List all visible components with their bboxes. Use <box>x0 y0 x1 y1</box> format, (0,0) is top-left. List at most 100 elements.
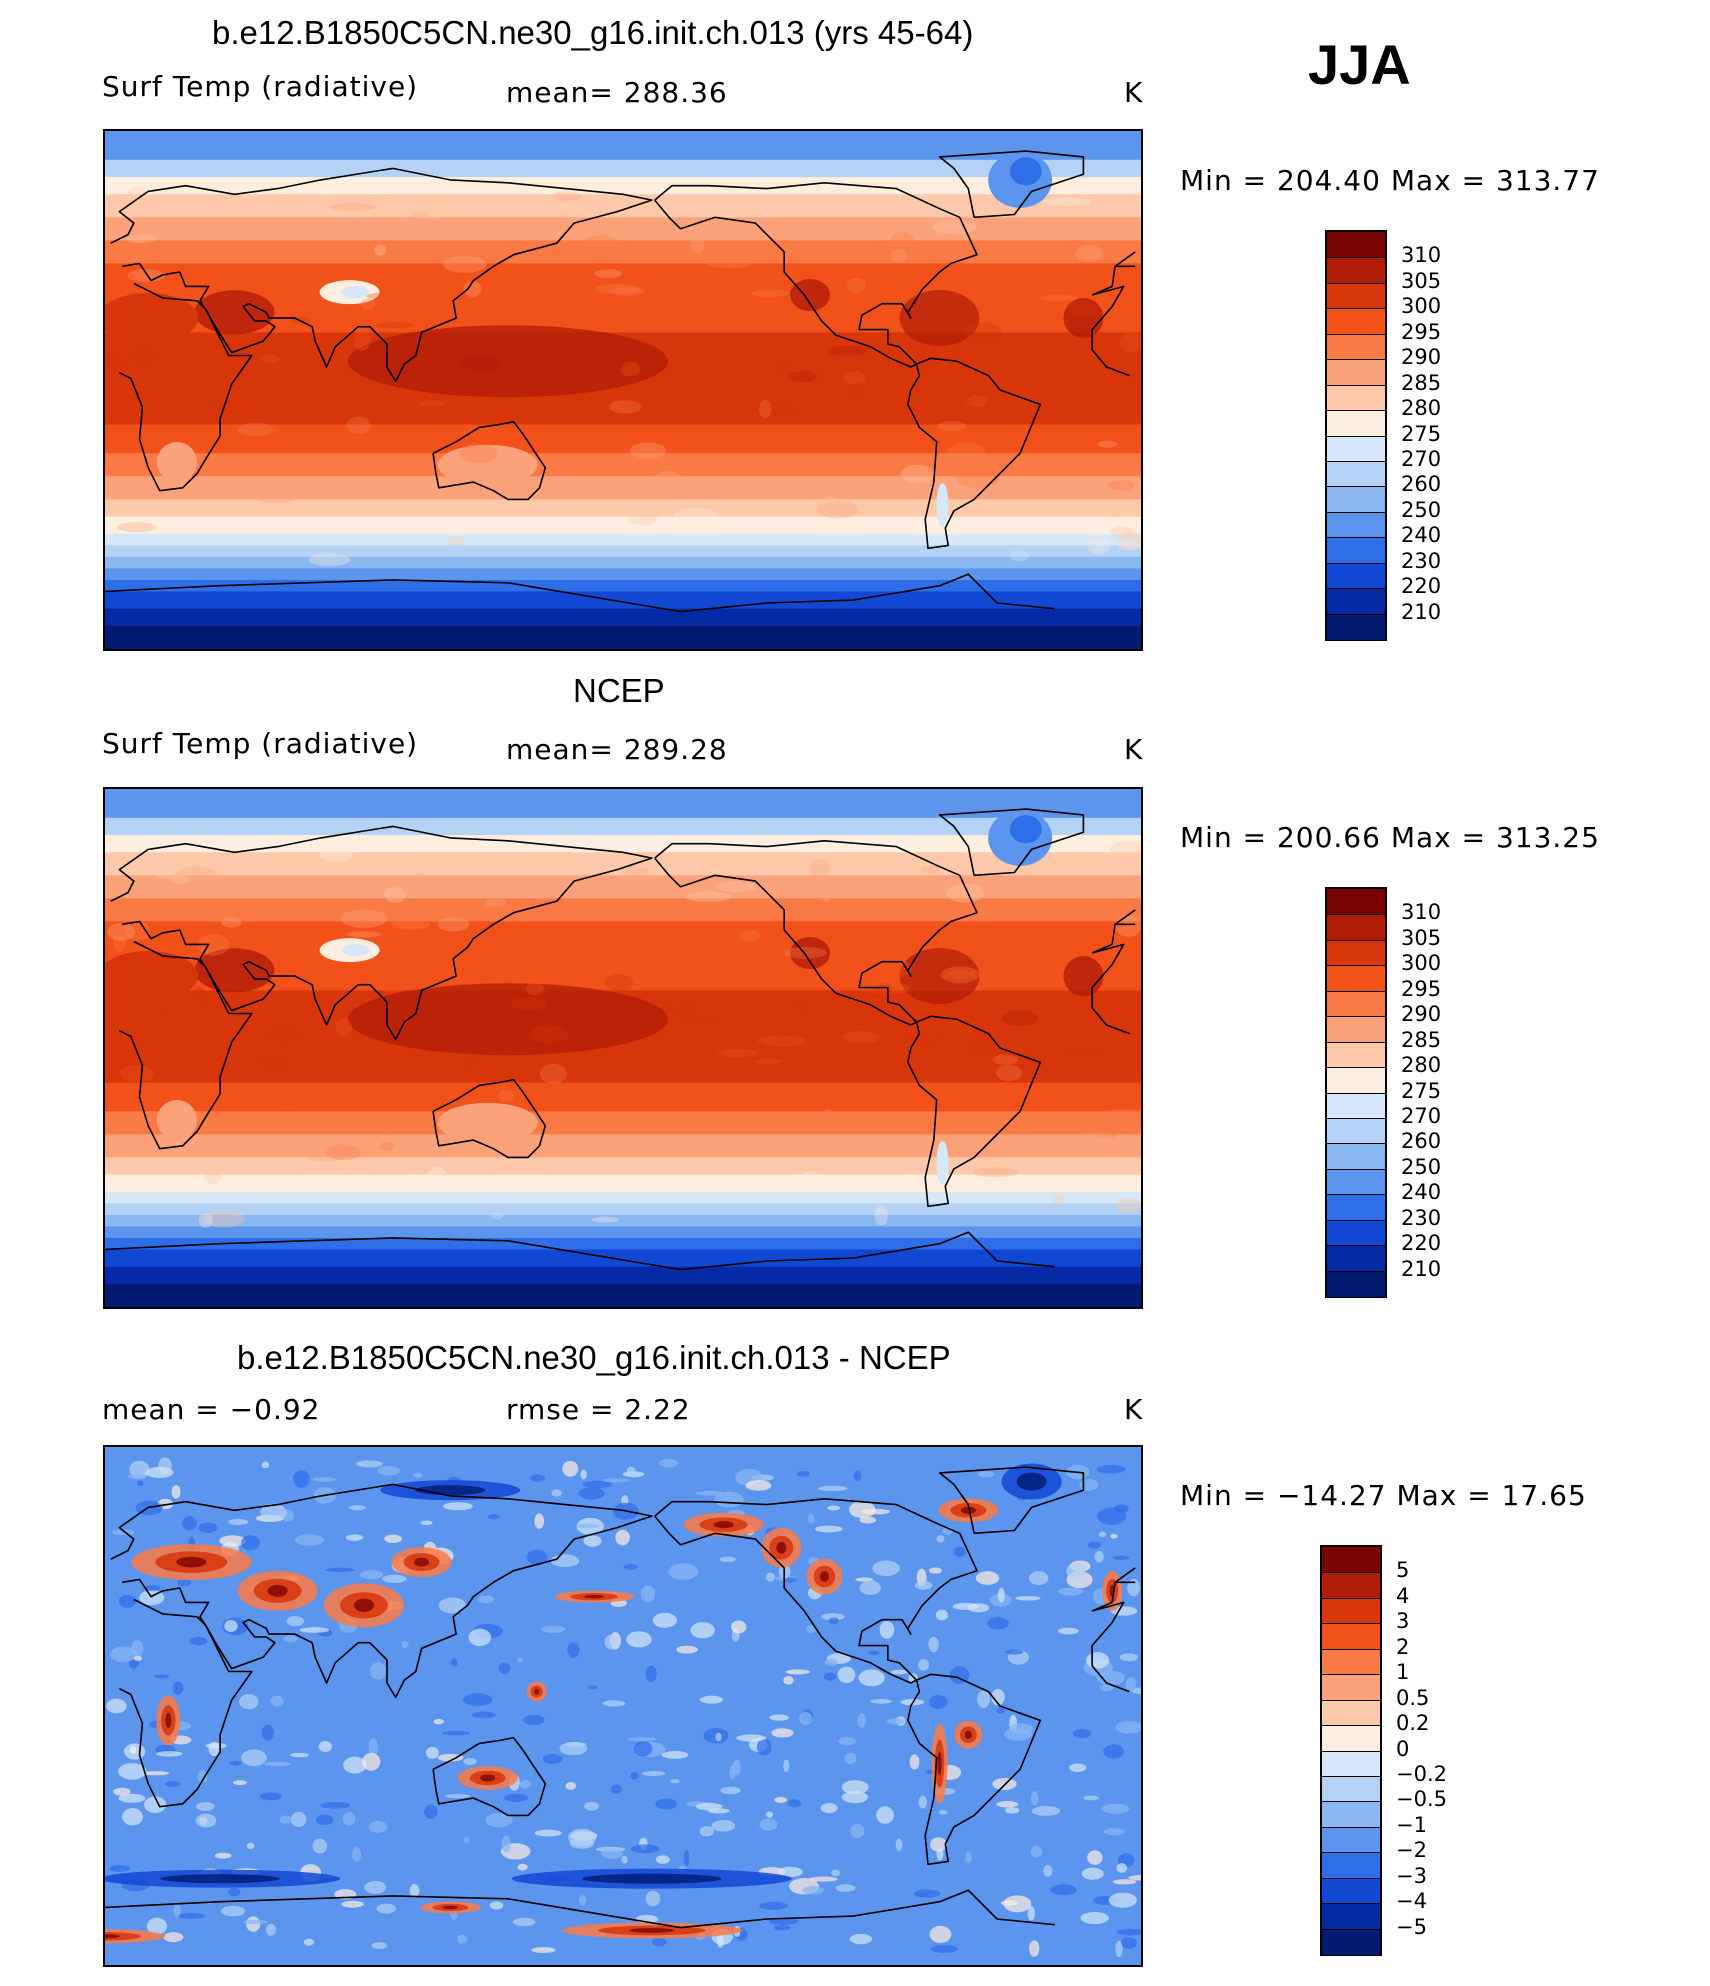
colorbar-swatch <box>1322 1623 1380 1650</box>
panel-diff-mean: mean = −0.92 <box>102 1393 321 1426</box>
map-field <box>105 789 1141 1307</box>
season-label: JJA <box>1308 33 1411 96</box>
colorbar-tick-label: 3 <box>1396 1609 1410 1634</box>
panel-obs-variable: Surf Temp (radiative) <box>102 727 419 760</box>
colorbar-tick-label: −4 <box>1396 1889 1427 1914</box>
colorbar-tick-label: 260 <box>1401 472 1442 497</box>
colorbar-swatch <box>1322 1572 1380 1599</box>
panel-model-mean: mean= 288.36 <box>506 76 728 109</box>
colorbar-swatch <box>1327 990 1385 1018</box>
colorbar-tick-label: 290 <box>1401 1002 1442 1027</box>
colorbar-tick-label: −5 <box>1396 1914 1427 1939</box>
colorbar-swatch <box>1327 1219 1385 1247</box>
colorbar-tick-label: 2 <box>1396 1634 1410 1659</box>
colorbar-swatch <box>1327 965 1385 992</box>
colorbar-tick-label: 295 <box>1401 319 1442 344</box>
colorbar-tick-label: 240 <box>1401 523 1442 548</box>
colorbar-tick-label: 220 <box>1401 574 1442 599</box>
colorbar-tick-label: 300 <box>1401 294 1442 319</box>
colorbar-swatch <box>1327 1041 1385 1069</box>
panel-obs-mean: mean= 289.28 <box>506 733 728 766</box>
colorbar-tick-label: −0.2 <box>1396 1761 1447 1786</box>
colorbar-tick-label: 260 <box>1401 1129 1442 1154</box>
colorbar-tick-label: 275 <box>1401 421 1442 446</box>
map-obs <box>103 787 1143 1309</box>
colorbar-tick-label: 310 <box>1401 243 1442 268</box>
colorbar-tick-label: 0 <box>1396 1736 1410 1761</box>
colorbar-swatch <box>1327 333 1385 361</box>
colorbar-swatch <box>1322 1826 1380 1854</box>
colorbar-swatch <box>1327 939 1385 967</box>
colorbar-swatch <box>1327 1143 1385 1170</box>
colorbar-swatch <box>1327 1016 1385 1043</box>
colorbar-swatch <box>1327 1092 1385 1119</box>
colorbar-tick-label: 280 <box>1401 1053 1442 1078</box>
colorbar-swatch <box>1322 1801 1380 1828</box>
panel-obs-units: K <box>1124 733 1144 766</box>
panel-diff-units: K <box>1124 1393 1144 1426</box>
colorbar-tick-label: 0.5 <box>1396 1685 1430 1710</box>
colorbar-tick-label: 0.2 <box>1396 1711 1430 1736</box>
colorbar-swatch <box>1322 1699 1380 1727</box>
panel-diff-rmse: rmse = 2.22 <box>506 1393 691 1426</box>
colorbar-swatch <box>1327 1067 1385 1094</box>
panel-obs-title: NCEP <box>573 672 665 709</box>
colorbar-swatch <box>1322 1725 1380 1752</box>
map-model <box>103 129 1143 651</box>
colorbar-swatch <box>1327 282 1385 310</box>
colorbar-swatch <box>1327 308 1385 335</box>
colorbar-swatch <box>1322 1852 1380 1879</box>
colorbar-diff <box>1320 1545 1382 1956</box>
colorbar-swatch <box>1327 511 1385 539</box>
panel-model-variable: Surf Temp (radiative) <box>102 70 419 103</box>
colorbar-swatch <box>1327 1270 1385 1297</box>
colorbar-swatch <box>1327 435 1385 462</box>
colorbar-obs <box>1325 887 1387 1298</box>
colorbar-swatch <box>1327 914 1385 941</box>
map-field <box>105 131 1141 649</box>
panel-diff-title: b.e12.B1850C5CN.ne30_g16.init.ch.013 - N… <box>237 1339 951 1376</box>
colorbar-swatch <box>1322 1547 1380 1574</box>
colorbar-tick-label: 305 <box>1401 268 1442 293</box>
colorbar-tick-label: 250 <box>1401 1154 1442 1179</box>
colorbar-swatch <box>1322 1775 1380 1803</box>
colorbar-swatch <box>1327 613 1385 640</box>
colorbar-tick-label: 250 <box>1401 497 1442 522</box>
colorbar-swatch <box>1322 1928 1380 1955</box>
colorbar-tick-label: 275 <box>1401 1078 1442 1103</box>
colorbar-tick-label: 270 <box>1401 446 1442 471</box>
colorbar-tick-label: 285 <box>1401 370 1442 395</box>
colorbar-swatch <box>1327 889 1385 916</box>
colorbar-tick-label: 1 <box>1396 1660 1410 1685</box>
colorbar-tick-label: 300 <box>1401 951 1442 976</box>
colorbar-swatch <box>1322 1750 1380 1777</box>
colorbar-tick-label: 210 <box>1401 1256 1442 1281</box>
colorbar-tick-label: 5 <box>1396 1558 1410 1583</box>
colorbar-tick-label: −1 <box>1396 1812 1427 1837</box>
colorbar-tick-label: 290 <box>1401 345 1442 370</box>
colorbar-model <box>1325 230 1387 641</box>
panel-diff-minmax: Min = −14.27 Max = 17.65 <box>1180 1479 1587 1512</box>
colorbar-tick-label: 285 <box>1401 1027 1442 1052</box>
colorbar-tick-label: −0.5 <box>1396 1787 1447 1812</box>
colorbar-swatch <box>1327 410 1385 437</box>
colorbar-tick-label: 240 <box>1401 1180 1442 1205</box>
colorbar-swatch <box>1327 232 1385 259</box>
colorbar-swatch <box>1327 384 1385 412</box>
panel-obs-minmax: Min = 200.66 Max = 313.25 <box>1180 821 1600 854</box>
colorbar-swatch <box>1327 359 1385 386</box>
panel-model-minmax: Min = 204.40 Max = 313.77 <box>1180 164 1600 197</box>
colorbar-tick-label: 270 <box>1401 1103 1442 1128</box>
panel-model-title: b.e12.B1850C5CN.ne30_g16.init.ch.013 (yr… <box>212 14 974 51</box>
colorbar-swatch <box>1322 1674 1380 1701</box>
colorbar-tick-label: 310 <box>1401 900 1442 925</box>
colorbar-tick-label: 220 <box>1401 1231 1442 1256</box>
map-diff <box>103 1445 1143 1967</box>
colorbar-tick-label: 210 <box>1401 599 1442 624</box>
colorbar-swatch <box>1327 1168 1385 1196</box>
colorbar-swatch <box>1322 1648 1380 1676</box>
colorbar-swatch <box>1327 486 1385 513</box>
colorbar-swatch <box>1322 1597 1380 1625</box>
colorbar-swatch <box>1327 562 1385 590</box>
colorbar-tick-label: 295 <box>1401 976 1442 1001</box>
